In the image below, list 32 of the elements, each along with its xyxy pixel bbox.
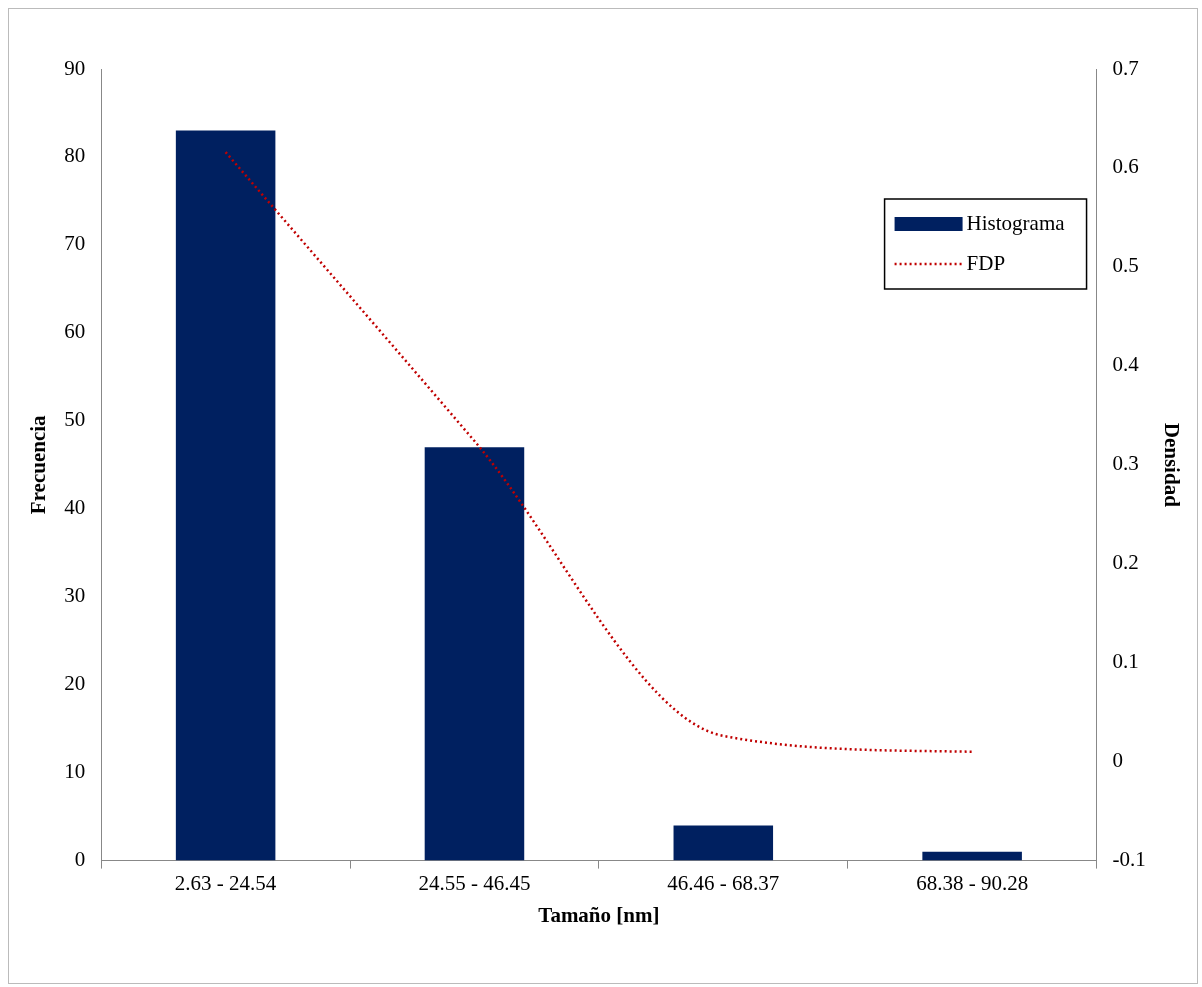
y-axis-title: Frecuencia [26,414,51,515]
y2-tick-label: 0.7 [1112,55,1139,80]
y2-tick-label: 0.5 [1112,253,1139,278]
bar [424,447,525,861]
y2-tick-label: 0.2 [1112,550,1139,575]
y-tick-label: 30 [64,583,86,608]
x-tick-label: 24.55 - 46.45 [418,870,531,895]
bar [673,825,774,861]
y2-tick-label: 0.3 [1112,451,1139,476]
y2-tick-label: 0.4 [1112,352,1140,377]
y-tick-label: 60 [64,319,86,344]
y2-tick-label: 0 [1112,748,1124,773]
x-tick-label: 46.46 - 68.37 [667,870,780,895]
y-tick-label: 10 [64,759,86,784]
x-tick-label: 68.38 - 90.28 [916,870,1029,895]
y-tick-label: 50 [64,407,86,432]
legend-label: Histograma [966,210,1066,235]
y-tick-label: 70 [64,231,86,256]
y2-tick-label: -0.1 [1112,847,1146,872]
y-tick-label: 90 [64,55,86,80]
legend-label: FDP [966,250,1006,275]
x-tick-label: 2.63 - 24.54 [174,870,277,895]
y-tick-label: 0 [74,847,86,872]
y-tick-label: 40 [64,495,86,520]
bar [175,130,276,861]
y-tick-label: 80 [64,143,86,168]
y2-axis-title: Densidad [1159,422,1184,508]
x-axis-title: Tamaño [nm] [538,902,660,927]
y2-tick-label: 0.1 [1112,649,1139,674]
y-tick-label: 20 [64,671,86,696]
y2-tick-label: 0.6 [1112,154,1139,179]
bar [922,851,1022,861]
